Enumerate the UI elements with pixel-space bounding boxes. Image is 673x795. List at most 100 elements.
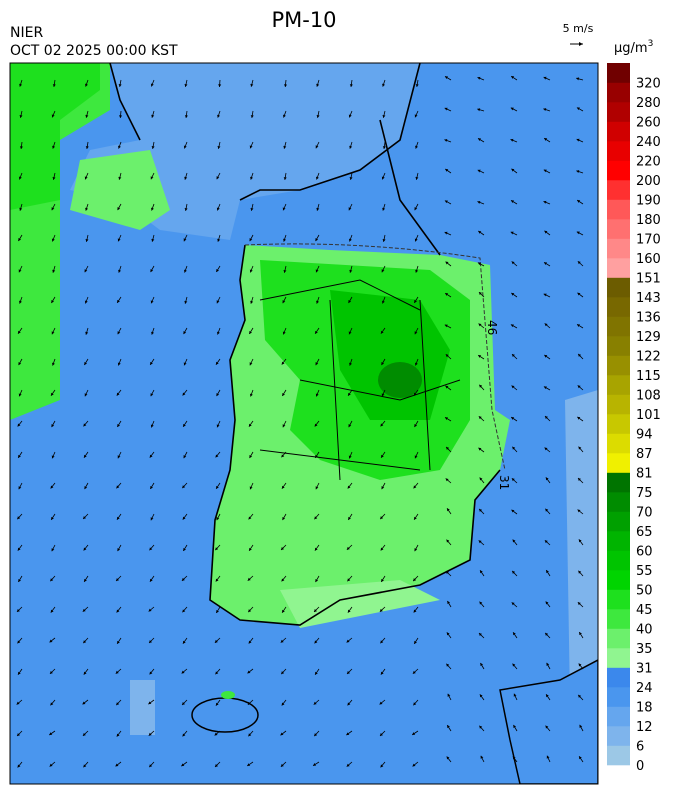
wind-arrow-head (247, 577, 251, 581)
wind-arrow-head (248, 609, 252, 613)
wind-arrow-head (18, 238, 22, 242)
south-sea-lowband (130, 680, 155, 735)
wind-arrow-head (216, 485, 219, 489)
wind-arrow-head (82, 608, 86, 612)
colorbar-segment (607, 141, 630, 161)
datetime: OCT 02 2025 00:00 KST (10, 43, 178, 59)
wind-arrow-head (577, 385, 581, 389)
wind-arrow-head (182, 609, 186, 613)
wind-arrow-head (17, 733, 21, 737)
wind-arrow-head (151, 238, 155, 242)
wind-arrow-head (247, 701, 251, 705)
wind-arrow-head (149, 671, 153, 675)
wind-arrow-head (414, 238, 418, 242)
wind-arrow-head (148, 732, 152, 736)
wind-arrow-head (316, 115, 320, 118)
wind-arrow-head (510, 138, 514, 142)
province-borders (259, 279, 461, 481)
wind-arrow-head (17, 764, 21, 768)
wind-arrow-head (314, 547, 318, 551)
wind-arrow-head (382, 114, 386, 118)
wind-arrow-head (414, 207, 418, 211)
colorbar-segment (607, 648, 630, 668)
wind-arrow-head (578, 539, 582, 543)
wind-arrow-head (282, 424, 286, 428)
wind-arrow-head (19, 83, 23, 87)
wind-arrow-head (49, 670, 53, 674)
wind-arrow-head (18, 393, 22, 397)
wind-arrow-head (182, 702, 185, 705)
colorbar-label: 35 (636, 642, 653, 657)
wind-arrow-head (281, 547, 284, 550)
wind-arrow-head (578, 570, 582, 574)
colorbar-segment (607, 628, 630, 649)
wind-arrow-head (151, 207, 154, 211)
wind-arrow-head (83, 547, 87, 551)
wind-arrow-head (149, 640, 152, 643)
wind-arrow-head (412, 732, 416, 735)
wind-arrow-head (85, 238, 89, 242)
wind-arrow-head (513, 724, 517, 728)
wind-arrow-head (215, 702, 219, 706)
agency: NIER (10, 25, 43, 41)
wind-arrow-head (117, 207, 121, 211)
wind-arrow-head (546, 694, 549, 698)
colorbar-segment (607, 492, 630, 512)
wind-arrow-head (413, 485, 417, 489)
wind-arrow-head (315, 269, 319, 273)
wind-arrow-head (215, 671, 219, 675)
wind-arrow-head (150, 485, 153, 489)
wind-arrow-head (313, 763, 317, 766)
wind-arrow-head (182, 485, 186, 489)
wind-arrow-head (315, 238, 319, 242)
wind-arrow-head (413, 702, 417, 706)
wind-arrow-head (543, 169, 547, 173)
wind-arrow-head (249, 362, 253, 366)
colorbar: 0 6 12 18 24 31 35 40 45 50 55 60 65 70 75 81 87 94 101 108… (607, 63, 661, 774)
wind-arrow-head (281, 485, 285, 489)
wind-arrow-head (479, 633, 482, 636)
colorbar-label: 190 (636, 194, 661, 209)
wind-arrow-head (281, 454, 285, 458)
colorbar-segment (607, 550, 630, 571)
wind-arrow-head (85, 83, 88, 87)
wind-arrow-head (249, 455, 253, 459)
wind-arrow-head (445, 571, 449, 575)
wind-arrow-head (249, 486, 253, 490)
wind-arrow-head (477, 262, 481, 266)
wind-arrow-head (214, 732, 218, 736)
wind-arrow-head (478, 447, 482, 451)
wind-arrow-head (444, 231, 448, 235)
wind-arrow-head (479, 477, 483, 481)
wind-arrow-head (576, 231, 580, 235)
title: PM-10 (271, 8, 336, 32)
colorbar-label: 0 (636, 759, 644, 774)
wind-arrow-head (19, 300, 22, 304)
wind-arrow-head (18, 176, 22, 180)
wind-arrow-head (543, 386, 547, 390)
wind-arrow-head (445, 417, 449, 421)
unit-exponent: 3 (648, 39, 654, 49)
wind-arrow-head (18, 578, 22, 582)
colorbar-segment (607, 355, 630, 376)
wind-arrow-head (578, 353, 582, 357)
wind-arrow-head (380, 547, 384, 551)
wind-arrow-head (149, 578, 153, 582)
colorbar-label: 18 (636, 701, 653, 716)
wind-arrow-head (380, 640, 384, 644)
wind-arrow-head (444, 139, 448, 142)
wind-arrow-head (348, 207, 352, 211)
wind-arrow-head (579, 724, 583, 728)
wind-arrow-head (183, 547, 186, 551)
wind-arrow-head (577, 602, 581, 606)
wind-arrow-head (379, 701, 383, 705)
colorbar-segment (607, 238, 630, 259)
wind-arrow-head (577, 261, 581, 265)
wind-arrow-head (414, 455, 418, 459)
wind-arrow-head (217, 145, 221, 149)
wind-arrow-head (250, 300, 254, 304)
wind-arrow-head (347, 671, 350, 674)
wind-arrow-head (349, 269, 353, 273)
wind-arrow-head (116, 516, 120, 520)
